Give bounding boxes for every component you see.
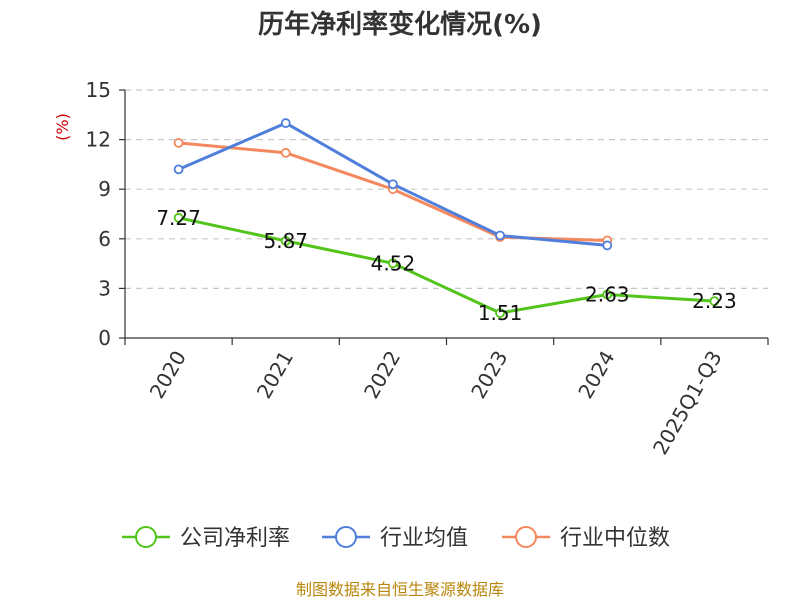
series-lines [173, 118, 720, 318]
data-point [495, 308, 505, 318]
x-tick-label: 2025Q1-Q3 [648, 347, 727, 459]
legend: 公司净利率 行业均值 行业中位数 [122, 526, 670, 551]
legend-swatch-marker [515, 526, 537, 548]
series-line-0 [178, 216, 715, 315]
legend-item-2: 行业中位数 [502, 526, 670, 551]
data-point [709, 296, 720, 307]
source-note: 制图数据来自恒生聚源数据库 [296, 580, 504, 599]
legend-swatch-marker [335, 526, 357, 548]
x-tick-label: 2021 [252, 347, 298, 403]
y-tick-label: 6 [98, 227, 111, 251]
data-label: 7.27 [156, 206, 201, 230]
data-label: 2.23 [692, 289, 737, 313]
data-point [602, 289, 613, 300]
x-tick-label: 2020 [145, 347, 191, 403]
legend-label: 行业中位数 [560, 526, 670, 551]
y-tick-label: 12 [86, 128, 111, 152]
x-tick-label: 2024 [573, 347, 619, 403]
legend-label: 行业均值 [380, 526, 468, 551]
data-labels: 7.27 5.87 4.52 1.51 2.63 2.23 [156, 206, 736, 325]
data-label: 2.63 [585, 283, 630, 307]
y-tick-label: 9 [98, 177, 111, 201]
data-point [280, 236, 291, 246]
data-point [173, 138, 184, 148]
y-axis-label: (%) [53, 113, 72, 141]
chart-title: 历年净利率变化情况(%) [258, 9, 542, 40]
data-label: 1.51 [478, 301, 523, 325]
y-tick-labels: 0 3 6 9 12 15 [86, 78, 111, 350]
x-tick-label: 2023 [466, 347, 512, 403]
legend-swatch-marker [135, 526, 157, 548]
legend-item-0: 公司净利率 [122, 526, 290, 551]
legend-label: 公司净利率 [180, 526, 290, 551]
y-tick-label: 3 [98, 276, 111, 300]
grid-lines [125, 89, 768, 289]
axes [119, 89, 769, 345]
data-point [173, 164, 184, 175]
x-tick-label: 2022 [359, 347, 405, 403]
y-tick-label: 0 [98, 326, 111, 350]
data-point [388, 179, 398, 190]
data-point [280, 118, 291, 128]
data-label: 4.52 [371, 251, 416, 275]
data-point [495, 230, 505, 241]
legend-item-1: 行业均值 [322, 526, 468, 551]
x-tick-labels: 2020 2021 2022 2023 2024 2025Q1-Q3 [145, 347, 727, 459]
y-tick-label: 15 [86, 78, 111, 102]
data-point [388, 258, 398, 269]
data-point [602, 240, 613, 251]
data-point [280, 147, 291, 158]
data-label: 5.87 [263, 229, 308, 253]
data-point [173, 212, 184, 223]
